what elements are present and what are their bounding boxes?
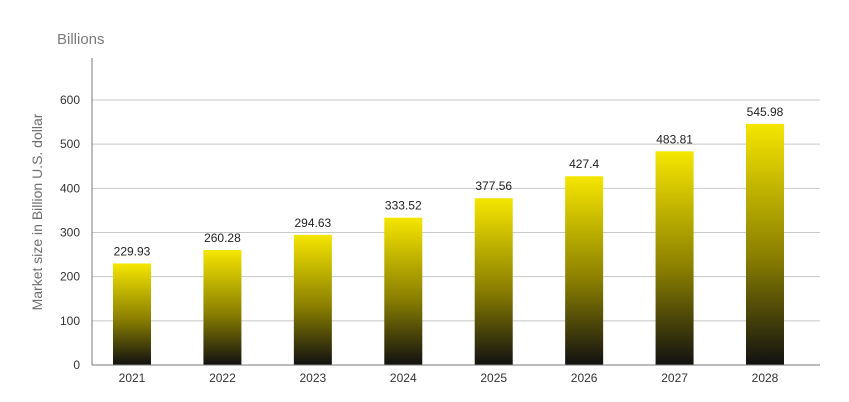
x-tick-label-2023: 2023 [300, 371, 327, 385]
gridlines [92, 99, 820, 322]
data-label-2026: 427.4 [569, 157, 599, 171]
bar-2022 [203, 250, 242, 365]
bar-2028 [746, 123, 784, 366]
unit-label: Billions [57, 31, 105, 48]
bar-2024 [384, 217, 423, 365]
y-tick-label: 100 [60, 314, 80, 328]
data-label-2023: 294.63 [295, 216, 332, 230]
data-label-2024: 333.52 [385, 199, 422, 213]
bar-2021 [113, 263, 151, 365]
x-tick-labels: 2021 2022 2023 2024 2025 2026 2027 2028 [119, 371, 779, 385]
data-label-2025: 377.56 [475, 179, 512, 193]
x-tick-label-2026: 2026 [571, 371, 598, 385]
y-tick-labels: 0 100 200 300 400 500 600 [60, 93, 80, 372]
x-tick-label-2028: 2028 [752, 371, 779, 385]
x-tick-label-2021: 2021 [119, 371, 146, 385]
bar-2025 [474, 198, 513, 365]
data-label-2022: 260.28 [204, 231, 241, 245]
bar-2023 [293, 234, 332, 365]
y-tick-label: 300 [60, 226, 80, 240]
x-tick-label-2024: 2024 [390, 371, 417, 385]
x-tick-label-2022: 2022 [209, 371, 236, 385]
y-axis-label: Market size in Billion U.S. dollar [29, 113, 45, 310]
x-tick-label-2025: 2025 [480, 371, 507, 385]
data-label-2027: 483.81 [656, 132, 693, 146]
data-label-2028: 545.98 [747, 105, 784, 119]
bar-2027 [655, 151, 694, 365]
y-tick-label: 500 [60, 137, 80, 151]
bar-2026 [565, 176, 604, 365]
data-labels: 229.93 260.28 294.63 333.52 377.56 427.4 483.8… [114, 105, 784, 259]
bars [113, 123, 784, 366]
x-tick-label-2027: 2027 [661, 371, 688, 385]
y-tick-label: 600 [60, 93, 80, 107]
y-tick-label: 200 [60, 270, 80, 284]
data-label-2021: 229.93 [114, 244, 151, 258]
y-tick-label: 400 [60, 181, 80, 195]
y-tick-label: 0 [73, 358, 80, 372]
